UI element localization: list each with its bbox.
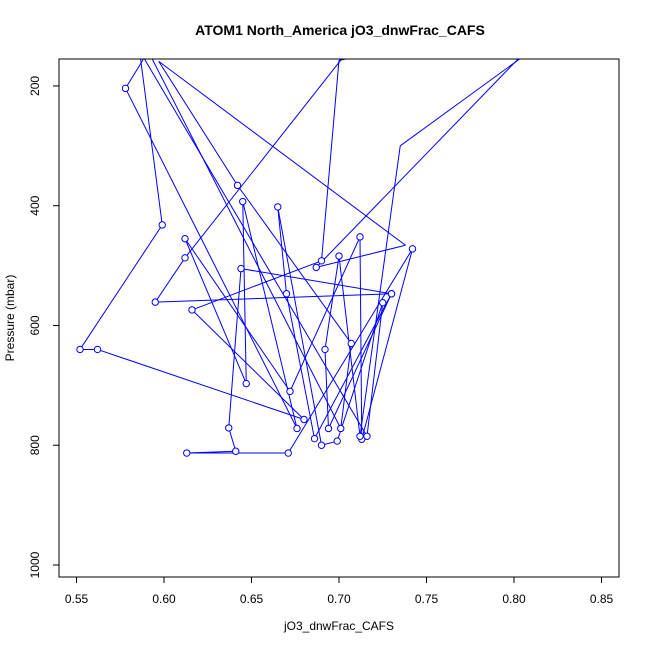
series-segment (237, 185, 352, 344)
x-tick-label: 0.80 (502, 592, 526, 606)
data-point (333, 437, 341, 445)
y-tick-label: 400 (28, 195, 42, 215)
data-point (286, 387, 294, 396)
data-point (232, 447, 240, 455)
series-segment (315, 59, 519, 268)
data-point (76, 345, 84, 354)
data-point (379, 299, 387, 307)
series-segment (340, 343, 352, 429)
data-point (181, 234, 189, 243)
x-tick-label: 0.75 (415, 592, 439, 606)
data-point (121, 84, 130, 93)
series-segment (228, 268, 242, 428)
data-point (181, 254, 189, 262)
data-point (335, 252, 343, 260)
data-point (408, 245, 417, 253)
data-point (337, 424, 345, 433)
y-axis-label: Pressure (mbar) (3, 275, 17, 362)
x-tick-label: 0.70 (327, 592, 351, 606)
data-point (188, 306, 196, 314)
data-point (300, 415, 308, 424)
series-segment (184, 59, 342, 259)
series-segment (158, 61, 238, 186)
y-tick-label: 1000 (28, 551, 42, 578)
series-segment (399, 59, 521, 147)
series-segment (277, 206, 287, 294)
series-segment (338, 59, 347, 61)
data-point (237, 264, 245, 273)
series-segment (328, 293, 392, 429)
series-segment (184, 238, 247, 384)
series-segment (125, 59, 145, 89)
data-point (317, 441, 326, 449)
x-axis: 0.55 0.60 0.65 0.70 0.75 0.80 0.85 (65, 577, 614, 606)
series-segment (151, 59, 342, 429)
data-point (242, 379, 250, 388)
series-segment (140, 59, 163, 225)
data-point (225, 424, 233, 432)
x-tick-label: 0.65 (240, 592, 264, 606)
series-segment (240, 268, 392, 295)
x-tick-label: 0.60 (152, 592, 176, 606)
data-point (310, 434, 319, 443)
data-point (356, 233, 364, 241)
series-segment (324, 255, 340, 350)
y-tick-label: 800 (28, 435, 42, 455)
data-point (183, 449, 191, 457)
series-segment (277, 206, 322, 446)
plot-frame (58, 58, 620, 578)
data-point (274, 203, 282, 211)
data-point (317, 257, 326, 265)
series-segment (228, 427, 237, 452)
data-point (233, 181, 242, 190)
series-segment (97, 348, 305, 420)
data-point (293, 424, 301, 433)
series-segment (321, 60, 340, 261)
series-segment (366, 302, 384, 437)
data-point (151, 298, 159, 306)
series-segment (154, 257, 186, 303)
series-segment (79, 224, 163, 350)
series-segment (316, 244, 406, 268)
data-point (387, 290, 396, 298)
data-point (239, 197, 247, 206)
data-point (347, 339, 355, 348)
x-tick-label: 0.55 (65, 592, 89, 606)
data-point (284, 449, 292, 457)
y-axis: 200 400 600 800 1000 (28, 76, 59, 578)
series-segment (286, 293, 315, 439)
data-point (324, 424, 333, 433)
data-point (312, 263, 320, 272)
series-segment (242, 201, 247, 384)
y-tick-label: 200 (28, 76, 42, 96)
data-point (363, 432, 371, 440)
x-axis-label: jO3_dnwFrac_CAFS (283, 619, 394, 633)
data-point (282, 290, 291, 298)
series-segment (359, 236, 363, 440)
data-point (321, 345, 329, 354)
series-segment (314, 293, 392, 439)
data-point (158, 221, 166, 229)
series-segment (125, 88, 298, 429)
series-segment (191, 260, 322, 311)
series-segment (289, 236, 361, 392)
y-tick-label: 600 (28, 315, 42, 335)
series-segment (155, 293, 392, 303)
series-layer (76, 59, 521, 457)
series-segment (143, 59, 368, 437)
series-segment (186, 450, 236, 454)
series-segment (191, 309, 305, 420)
data-point (93, 345, 102, 354)
series-segment (158, 60, 406, 246)
x-tick-label: 0.85 (590, 592, 614, 606)
series-segment (324, 349, 329, 429)
data-point (356, 432, 364, 440)
series-segment (359, 145, 401, 437)
chart-title: ATOM1 North_America jO3_dnwFrac_CAFS (195, 22, 485, 38)
